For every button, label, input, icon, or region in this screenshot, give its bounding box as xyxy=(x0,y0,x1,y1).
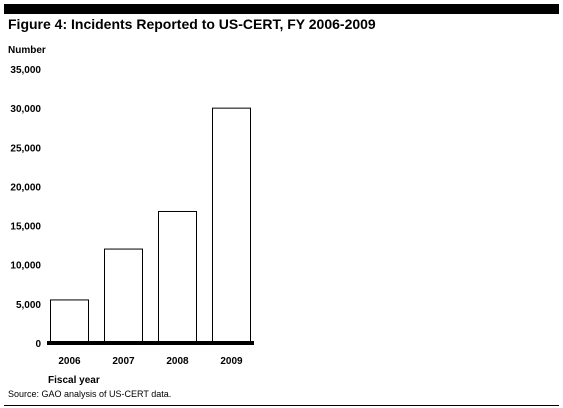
y-tick-label: 5,000 xyxy=(16,300,41,311)
figure-title: Figure 4: Incidents Reported to US-CERT,… xyxy=(8,16,376,32)
y-tick-label: 20,000 xyxy=(10,182,41,193)
x-tick-label: 2008 xyxy=(166,356,189,367)
y-axis-label: Number xyxy=(8,45,46,56)
x-tick-label: 2006 xyxy=(58,356,81,367)
baseline-axis xyxy=(47,341,254,345)
y-tick-label: 25,000 xyxy=(10,143,41,154)
x-tick-label: 2007 xyxy=(112,356,135,367)
title-rule xyxy=(4,4,559,14)
y-tick-label: 15,000 xyxy=(10,222,41,233)
bar-2009 xyxy=(212,107,251,344)
x-tick-label: 2009 xyxy=(220,356,243,367)
y-tick-label: 35,000 xyxy=(10,65,41,76)
y-tick-labels: 0 5,000 10,000 15,000 20,000 25,000 30,000 35,0… xyxy=(10,65,41,350)
x-tick-labels: 2006 2007 2008 2009 xyxy=(58,356,243,367)
y-tick-label: 10,000 xyxy=(10,261,41,272)
y-tick-label: 30,000 xyxy=(10,104,41,115)
x-axis-label: Fiscal year xyxy=(48,375,100,386)
source-note: Source: GAO analysis of US-CERT data. xyxy=(8,389,172,399)
bar-2006 xyxy=(50,299,89,344)
y-tick-label: 0 xyxy=(35,339,41,350)
bar-2007 xyxy=(104,248,143,344)
bar-2008 xyxy=(158,210,197,344)
bars xyxy=(50,107,251,344)
bottom-rule xyxy=(4,405,559,406)
